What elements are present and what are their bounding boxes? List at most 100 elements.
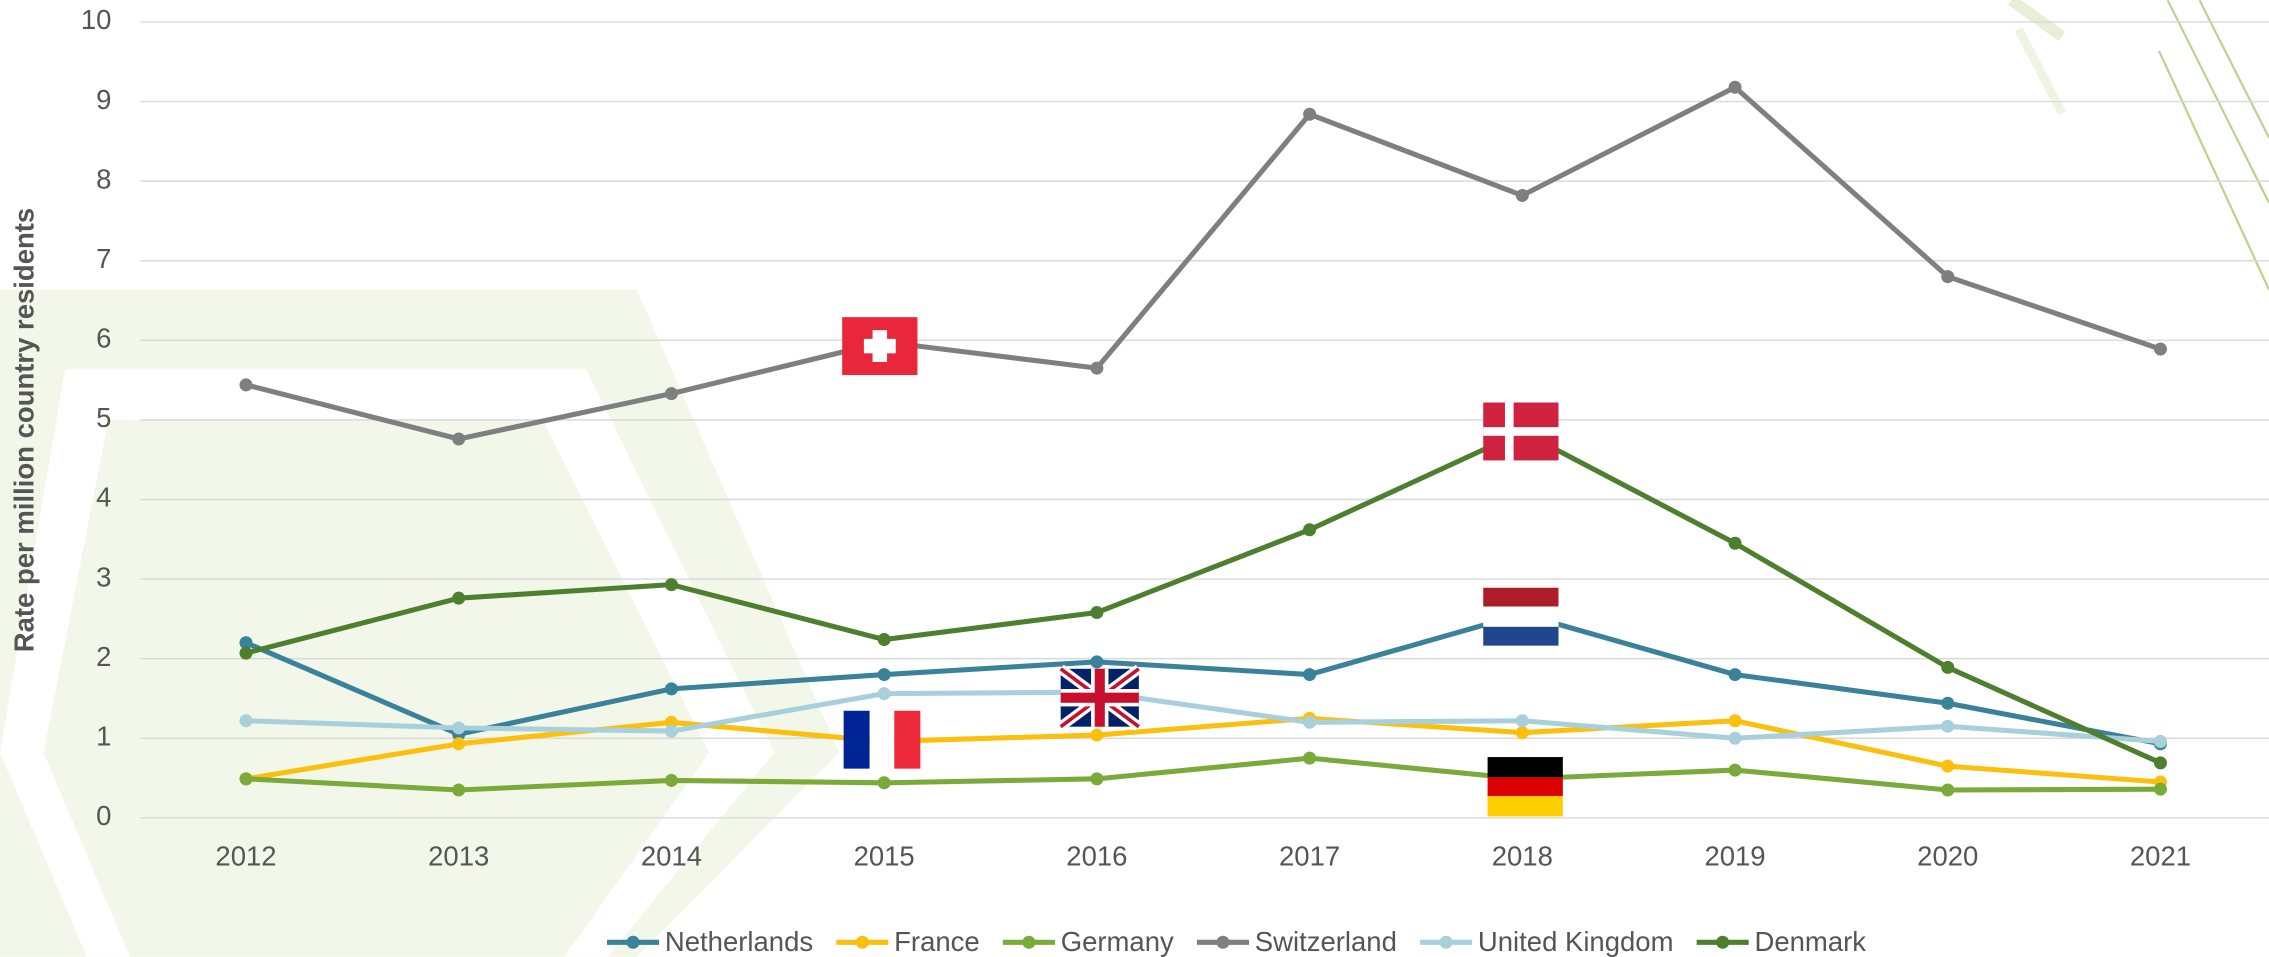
data-point <box>877 776 891 790</box>
x-tick-label: 2016 <box>1066 841 1127 872</box>
data-point <box>239 772 253 786</box>
series-line <box>245 689 2161 744</box>
series-line <box>245 429 2162 766</box>
y-tick-label: 7 <box>96 243 111 274</box>
series-line <box>245 611 2161 747</box>
data-point <box>1728 668 1742 682</box>
data-point <box>1515 188 1529 202</box>
data-point <box>1090 361 1104 375</box>
data-point <box>664 724 678 738</box>
y-axis-label: Rate per million country residents <box>8 208 39 652</box>
flag-france <box>843 710 921 769</box>
legend-item: Germany <box>1002 926 1174 957</box>
flag-denmark <box>1483 402 1559 461</box>
data-point <box>2153 734 2167 748</box>
legend: Netherlands France Germany Switzerland Unite… <box>607 926 1866 957</box>
data-point <box>1941 759 1955 773</box>
data-point <box>1090 655 1104 669</box>
legend-marker <box>855 935 869 949</box>
x-tick-label: 2019 <box>1704 841 1765 872</box>
data-point <box>239 714 253 728</box>
x-tick-label: 2012 <box>215 841 276 872</box>
data-point <box>877 668 891 682</box>
x-tick-label: 2013 <box>428 841 489 872</box>
legend-marker <box>626 935 640 949</box>
y-tick-label: 3 <box>96 561 111 592</box>
series-line <box>245 84 2162 442</box>
x-tick-label: 2015 <box>854 841 915 872</box>
data-point <box>452 783 466 797</box>
flags <box>842 317 1563 817</box>
x-tick-label: 2014 <box>641 841 702 872</box>
legend-label: Germany <box>1061 926 1174 957</box>
data-point <box>877 687 891 701</box>
series-line <box>245 755 2161 793</box>
data-point <box>452 591 466 605</box>
data-point <box>1090 728 1104 742</box>
data-point <box>664 578 678 592</box>
x-tick-label: 2021 <box>2130 841 2191 872</box>
data-point <box>1515 726 1529 740</box>
y-tick-label: 5 <box>96 402 111 433</box>
flag-germany <box>1487 757 1563 817</box>
legend-label: Switzerland <box>1255 926 1397 957</box>
data-point <box>877 633 891 647</box>
data-point <box>452 721 466 735</box>
flag-netherlands <box>1483 587 1559 646</box>
data-point <box>2153 756 2167 770</box>
legend-marker <box>1716 935 1730 949</box>
y-tick-label: 6 <box>96 323 111 354</box>
data-point <box>1090 605 1104 620</box>
legend-label: Denmark <box>1755 926 1867 957</box>
legend-label: Netherlands <box>665 926 813 957</box>
flag-switzerland <box>842 317 918 376</box>
series-line <box>245 715 2161 785</box>
legend-item: France <box>836 926 980 957</box>
legend-item: Denmark <box>1696 926 1867 957</box>
data-point <box>1090 772 1104 786</box>
legend-item: Switzerland <box>1196 926 1397 957</box>
data-point <box>1728 80 1742 94</box>
legend-marker <box>1216 935 1230 949</box>
data-point <box>1728 536 1742 550</box>
flag-uk <box>1057 664 1142 731</box>
y-tick-label: 8 <box>96 163 111 194</box>
data-point <box>1303 715 1317 729</box>
data-point <box>1941 719 1955 733</box>
data-point <box>452 432 466 446</box>
data-point <box>1515 714 1529 728</box>
data-point <box>239 378 253 392</box>
data-point <box>1941 696 1955 710</box>
data-point <box>239 636 253 650</box>
legend-item: Netherlands <box>607 926 813 957</box>
data-point <box>1303 751 1317 765</box>
data-point <box>1728 763 1742 777</box>
legend-label: France <box>894 926 980 957</box>
y-tick-label: 9 <box>96 84 111 115</box>
data-point <box>664 682 678 696</box>
data-point <box>2153 342 2167 356</box>
legend-label: United Kingdom <box>1478 926 1674 957</box>
data-point <box>452 737 466 751</box>
legend-marker <box>1022 935 1036 949</box>
y-tick-label: 10 <box>81 4 112 35</box>
data-point <box>239 646 253 660</box>
data-point <box>1303 523 1317 537</box>
data-point <box>664 387 678 401</box>
data-point <box>2153 782 2167 796</box>
legend-item: United Kingdom <box>1420 926 1673 957</box>
x-tick-label: 2018 <box>1492 841 1553 872</box>
y-tick-label: 2 <box>96 641 111 672</box>
data-point <box>1728 731 1742 745</box>
data-point <box>1303 668 1317 682</box>
y-tick-label: 1 <box>96 721 111 752</box>
legend-marker <box>1439 935 1453 949</box>
data-point <box>1728 714 1742 728</box>
y-tick-label: 0 <box>96 800 111 831</box>
data-point <box>1303 107 1317 121</box>
data-point <box>1941 270 1955 284</box>
y-tick-label: 4 <box>96 482 111 513</box>
